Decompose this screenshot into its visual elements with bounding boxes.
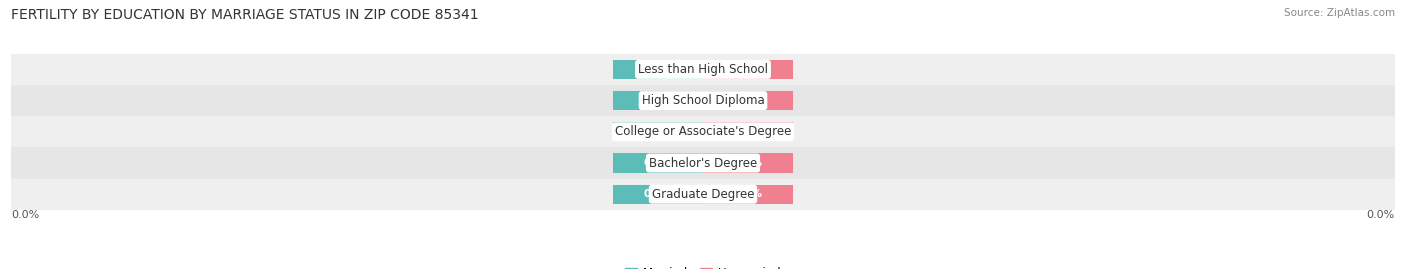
Bar	[613, 185, 703, 204]
Text: 0.0%: 0.0%	[644, 95, 672, 106]
Bar	[703, 122, 793, 141]
Text: College or Associate's Degree: College or Associate's Degree	[614, 125, 792, 138]
Bar	[11, 116, 1395, 147]
Text: 0.0%: 0.0%	[734, 95, 762, 106]
Text: Less than High School: Less than High School	[638, 63, 768, 76]
Bar	[11, 147, 1395, 179]
Bar	[703, 91, 793, 110]
Text: FERTILITY BY EDUCATION BY MARRIAGE STATUS IN ZIP CODE 85341: FERTILITY BY EDUCATION BY MARRIAGE STATU…	[11, 8, 479, 22]
Text: 0.0%: 0.0%	[11, 210, 39, 220]
Legend: Married, Unmarried: Married, Unmarried	[620, 263, 786, 269]
Bar	[11, 179, 1395, 210]
Text: 0.0%: 0.0%	[734, 127, 762, 137]
Text: High School Diploma: High School Diploma	[641, 94, 765, 107]
Text: Graduate Degree: Graduate Degree	[652, 188, 754, 201]
Text: 0.0%: 0.0%	[644, 127, 672, 137]
Text: 0.0%: 0.0%	[734, 64, 762, 75]
Text: Bachelor's Degree: Bachelor's Degree	[650, 157, 756, 169]
Bar	[613, 153, 703, 173]
Bar	[613, 91, 703, 110]
Bar	[613, 122, 703, 141]
Bar	[11, 54, 1395, 85]
Bar	[703, 153, 793, 173]
Text: 0.0%: 0.0%	[644, 64, 672, 75]
Text: 0.0%: 0.0%	[644, 189, 672, 199]
Bar	[613, 60, 703, 79]
Text: Source: ZipAtlas.com: Source: ZipAtlas.com	[1284, 8, 1395, 18]
Bar	[11, 85, 1395, 116]
Text: 0.0%: 0.0%	[1367, 210, 1395, 220]
Text: 0.0%: 0.0%	[644, 158, 672, 168]
Bar	[703, 60, 793, 79]
Text: 0.0%: 0.0%	[734, 189, 762, 199]
Bar	[703, 185, 793, 204]
Text: 0.0%: 0.0%	[734, 158, 762, 168]
